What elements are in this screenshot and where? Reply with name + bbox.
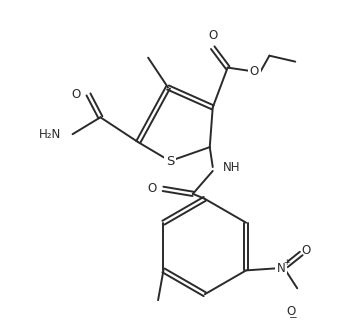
- Text: O: O: [250, 65, 259, 78]
- Text: N: N: [277, 262, 286, 275]
- Text: O: O: [148, 182, 157, 195]
- Text: O: O: [208, 29, 217, 42]
- Text: S: S: [166, 155, 174, 168]
- Text: H₂N: H₂N: [39, 128, 61, 141]
- Text: −: −: [289, 313, 298, 323]
- Text: O: O: [71, 88, 80, 101]
- Text: +: +: [283, 258, 289, 267]
- Text: O: O: [287, 305, 296, 318]
- Text: NH: NH: [223, 160, 240, 174]
- Text: O: O: [301, 244, 311, 257]
